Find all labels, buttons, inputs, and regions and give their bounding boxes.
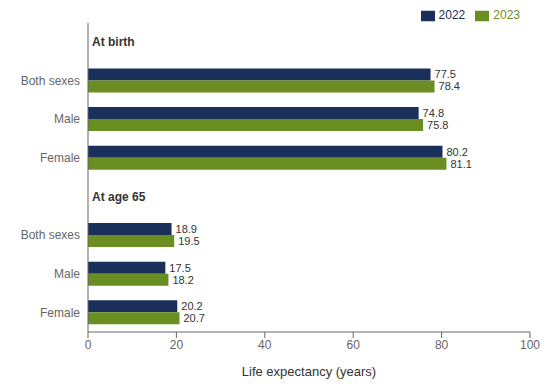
svg-text:78.4: 78.4	[439, 80, 460, 92]
svg-text:At birth: At birth	[92, 35, 135, 49]
svg-text:20.7: 20.7	[183, 312, 204, 324]
svg-text:40: 40	[258, 338, 272, 352]
svg-text:18.9: 18.9	[176, 223, 197, 235]
svg-text:Both sexes: Both sexes	[21, 228, 80, 242]
svg-text:100: 100	[520, 338, 540, 352]
svg-text:74.8: 74.8	[423, 107, 444, 119]
svg-text:Both sexes: Both sexes	[21, 74, 80, 88]
svg-text:17.5: 17.5	[169, 262, 190, 274]
svg-text:Male: Male	[54, 112, 80, 126]
svg-text:20: 20	[170, 338, 184, 352]
svg-text:19.5: 19.5	[178, 235, 199, 247]
svg-text:At age 65: At age 65	[92, 190, 146, 204]
svg-text:81.1: 81.1	[450, 158, 471, 170]
svg-text:77.5: 77.5	[435, 68, 456, 80]
svg-text:80: 80	[435, 338, 449, 352]
svg-text:Female: Female	[40, 151, 80, 165]
svg-text:18.2: 18.2	[172, 274, 193, 286]
svg-text:Life expectancy (years): Life expectancy (years)	[242, 364, 376, 379]
svg-text:Male: Male	[54, 267, 80, 281]
html-text:2023: 2023	[493, 8, 520, 22]
svg-text:0: 0	[85, 338, 92, 352]
svg-text:80.2: 80.2	[446, 146, 467, 158]
svg-text:20.2: 20.2	[181, 300, 202, 312]
svg-text:75.8: 75.8	[427, 119, 448, 131]
svg-text:60: 60	[347, 338, 361, 352]
svg-text:Female: Female	[40, 306, 80, 320]
html-text:2022: 2022	[438, 8, 466, 22]
